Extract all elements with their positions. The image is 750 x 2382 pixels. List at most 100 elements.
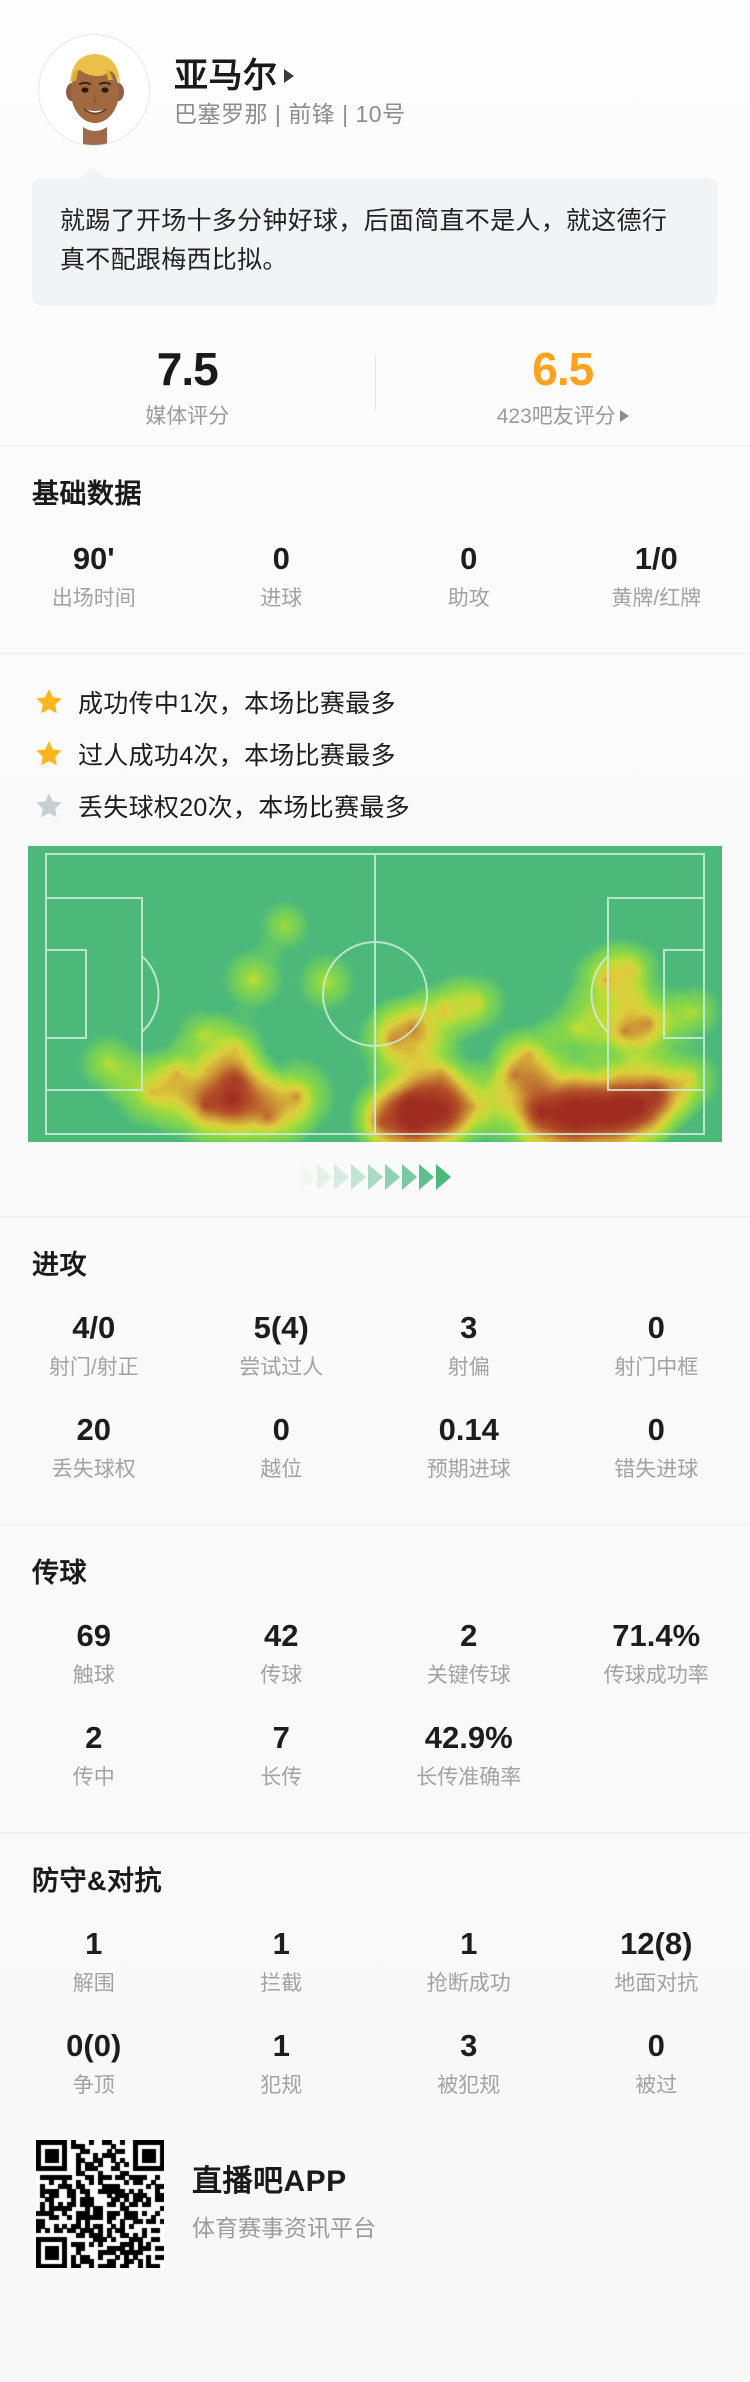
stat-value: 5(4) — [253, 1309, 309, 1345]
stat-label: 错失进球 — [614, 1457, 699, 1481]
stat-label: 被犯规 — [437, 2073, 501, 2097]
divider — [0, 1831, 750, 1833]
stat-cell: 1 抢断成功 — [375, 1928, 563, 1994]
stat-value: 7 — [272, 1719, 290, 1755]
app-name: 直播吧APP — [192, 2165, 347, 2198]
stat-value: 0(0) — [66, 2027, 122, 2063]
stat-value: 2 — [85, 1719, 103, 1755]
stat-label: 出场时间 — [51, 586, 136, 610]
chevron-right-icon — [299, 1163, 315, 1190]
star-icon — [36, 688, 62, 713]
stat-label: 射门中框 — [614, 1355, 699, 1379]
heatmap-section — [28, 845, 722, 1194]
stat-cell: 42 传球 — [188, 1620, 376, 1686]
stat-value: 1 — [85, 1925, 103, 1961]
stat-value: 42.9% — [424, 1719, 513, 1755]
avatar[interactable] — [38, 34, 150, 146]
stat-value: 1/0 — [634, 540, 678, 576]
section-passing: 传球 69 触球 42 传球 2 关键传球 71.4% 传球成功率 2 传中 — [0, 1525, 750, 1788]
section-basic: 基础数据 90' 出场时间 0 进球 0 助攻 1/0 黄牌/红牌 — [0, 446, 750, 609]
stat-value: 0 — [647, 1309, 665, 1345]
stat-value: 1 — [460, 1925, 478, 1961]
stat-cell: 90' 出场时间 — [0, 543, 188, 609]
section-title: 传球 — [32, 1557, 87, 1588]
stat-label: 丢失球权 — [51, 1457, 136, 1481]
stat-label: 长传 — [260, 1765, 303, 1789]
stat-cell: 1 解围 — [0, 1928, 188, 1994]
stat-cell: 69 触球 — [0, 1620, 188, 1686]
stat-label: 触球 — [72, 1663, 115, 1687]
highlights-list: 成功传中1次，本场比赛最多 过人成功4次，本场比赛最多 丢失球权20次，本场比赛… — [0, 654, 750, 832]
stat-value: 4/0 — [72, 1309, 116, 1345]
stat-value: 20 — [76, 1411, 111, 1447]
triangle-right-icon — [283, 68, 294, 83]
pitch-heatmap[interactable] — [28, 845, 722, 1142]
stat-cell: 20 丢失球权 — [0, 1414, 188, 1480]
stat-label: 助攻 — [447, 586, 490, 610]
fans-rating-label[interactable]: 423吧友评分 — [497, 406, 629, 427]
media-rating-label: 媒体评分 — [145, 406, 229, 427]
stat-cell: 0 助攻 — [375, 543, 563, 609]
stat-label: 抢断成功 — [426, 1971, 511, 1995]
list-item: 丢失球权20次，本场比赛最多 — [34, 780, 750, 832]
stat-value: 42 — [264, 1617, 299, 1653]
stat-label: 传中 — [72, 1765, 115, 1789]
stat-label: 争顶 — [72, 2073, 115, 2097]
stat-cell: 5(4) 尝试过人 — [188, 1312, 376, 1378]
stat-value: 1 — [272, 2027, 290, 2063]
ratings-row: 7.5 媒体评分 6.5 423吧友评分 — [0, 346, 750, 445]
highlight-text: 丢失球权20次，本场比赛最多 — [78, 793, 411, 822]
stat-cell: 2 关键传球 — [375, 1620, 563, 1686]
stat-value: 1 — [272, 1925, 290, 1961]
stat-label: 犯规 — [260, 2073, 303, 2097]
stat-row: 0(0) 争顶 1 犯规 3 被犯规 0 被过 — [0, 2030, 750, 2096]
chevron-right-icon — [367, 1163, 383, 1190]
stat-row: 2 传中 7 长传 42.9% 长传准确率 — [0, 1722, 750, 1788]
stat-value: 3 — [460, 2027, 478, 2063]
stat-cell: 71.4% 传球成功率 — [563, 1620, 750, 1686]
chevron-right-icon — [333, 1163, 349, 1190]
stat-cell-empty — [563, 1722, 750, 1788]
divider — [0, 1523, 750, 1525]
media-rating-value: 7.5 — [156, 342, 219, 395]
chevron-right-icon — [384, 1163, 400, 1190]
stat-cell: 12(8) 地面对抗 — [563, 1928, 750, 1994]
stat-label: 预期进球 — [426, 1457, 511, 1481]
stat-value: 0 — [272, 1411, 290, 1447]
pitch-lines-icon — [45, 852, 705, 1135]
fans-rating-label-text: 423吧友评分 — [496, 404, 616, 428]
stat-label: 解围 — [72, 1971, 115, 1995]
triangle-right-icon — [619, 410, 629, 422]
app-subtitle: 体育赛事资讯平台 — [192, 2215, 376, 2241]
stat-cell: 1/0 黄牌/红牌 — [563, 543, 750, 609]
section-attack: 进攻 4/0 射门/射正 5(4) 尝试过人 3 射偏 0 射门中框 20 丢失… — [0, 1217, 750, 1480]
stat-cell: 0 错失进球 — [563, 1414, 750, 1480]
stat-cell: 0 越位 — [188, 1414, 376, 1480]
star-icon — [36, 740, 62, 765]
stat-label: 传球 — [260, 1663, 303, 1687]
stat-cell: 0 进球 — [188, 543, 376, 609]
section-title: 防守&对抗 — [32, 1865, 162, 1896]
chevron-right-icon — [316, 1163, 332, 1190]
stat-label: 黄牌/红牌 — [611, 586, 702, 610]
fans-rating-value: 6.5 — [532, 342, 594, 395]
stat-value: 0 — [647, 2027, 665, 2063]
media-rating-label-text: 媒体评分 — [145, 404, 230, 428]
qr-code-icon[interactable] — [36, 2139, 164, 2268]
chevron-right-icon — [350, 1163, 366, 1190]
section-title: 基础数据 — [32, 478, 142, 509]
fans-rating[interactable]: 6.5 423吧友评分 — [376, 346, 750, 427]
list-item: 过人成功4次，本场比赛最多 — [34, 728, 750, 780]
stat-cell: 0(0) 争顶 — [0, 2030, 188, 2096]
stat-cell: 3 射偏 — [375, 1312, 563, 1378]
bubble-tail-icon — [80, 167, 106, 179]
stat-value: 0 — [647, 1411, 665, 1447]
stat-label: 关键传球 — [426, 1663, 511, 1687]
stat-cell: 2 传中 — [0, 1722, 188, 1788]
player-name-row[interactable]: 亚马尔 — [174, 59, 406, 93]
chevron-right-icon — [435, 1163, 451, 1190]
stat-label: 尝试过人 — [239, 1355, 324, 1379]
media-rating: 7.5 媒体评分 — [0, 346, 375, 427]
star-icon — [36, 792, 62, 817]
